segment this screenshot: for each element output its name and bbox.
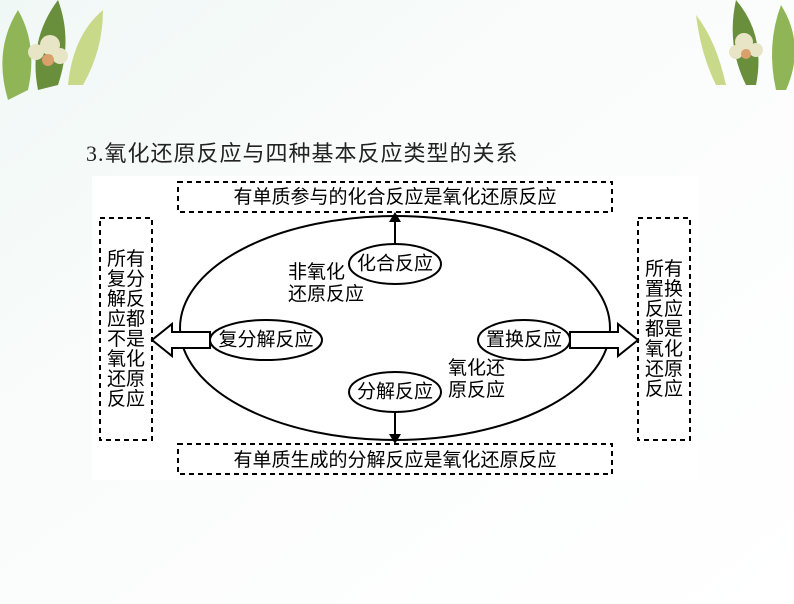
- box-right-text: 反应: [645, 298, 683, 320]
- box-left-text: 复分: [107, 268, 145, 290]
- slide: 3.氧化还原反应与四种基本反应类型的关系 有单质参与的化合反应是氧化还原反应 有…: [0, 0, 794, 604]
- section-title: 3.氧化还原反应与四种基本反应类型的关系: [86, 136, 519, 168]
- box-left-text: 所有: [107, 248, 145, 270]
- box-right-text: 氧化: [645, 338, 683, 360]
- box-bottom-text: 有单质生成的分解反应是氧化还原反应: [233, 449, 556, 471]
- arrow-right-hollow: [570, 324, 638, 356]
- inner-right-line2: 原反应: [448, 379, 505, 401]
- relations-diagram-svg: 有单质参与的化合反应是氧化还原反应 有单质生成的分解反应是氧化还原反应 所有复分…: [92, 176, 698, 480]
- inner-left-line1: 非氧化: [288, 261, 345, 283]
- box-right: 所有置换反应都是氧化还原反应: [638, 218, 690, 440]
- box-bottom: 有单质生成的分解反应是氧化还原反应: [178, 444, 612, 474]
- relations-diagram: 有单质参与的化合反应是氧化还原反应 有单质生成的分解反应是氧化还原反应 所有复分…: [92, 176, 698, 480]
- node-huahe: 化合反应: [349, 244, 441, 284]
- inner-left-line2: 还原反应: [288, 283, 364, 305]
- box-left-text: 解反: [107, 288, 145, 310]
- box-left-text: 反应: [107, 388, 145, 410]
- box-left: 所有复分解反应都不是氧化还原反应: [100, 218, 152, 440]
- box-left-text: 还原: [107, 368, 145, 390]
- plant-top-left-icon: [0, 0, 138, 110]
- box-left-text: 不是: [107, 329, 145, 350]
- box-right-text: 置换: [645, 278, 683, 300]
- node-huahe-label: 化合反应: [357, 252, 433, 274]
- inner-right-line1: 氧化还: [448, 357, 505, 379]
- box-top-text: 有单质参与的化合反应是氧化还原反应: [233, 186, 556, 208]
- box-left-text: 应都: [107, 308, 145, 330]
- node-fenjie-label: 分解反应: [357, 380, 433, 402]
- box-right-text: 所有: [645, 258, 683, 280]
- box-top: 有单质参与的化合反应是氧化还原反应: [178, 182, 612, 212]
- box-right-text: 都是: [645, 318, 683, 340]
- inner-label-right: 氧化还 原反应: [448, 357, 505, 401]
- box-right-text: 还原: [645, 358, 683, 380]
- box-right-text: 反应: [645, 378, 683, 400]
- box-left-text: 氧化: [107, 348, 145, 370]
- node-fufenjie: 复分解反应: [210, 320, 322, 360]
- node-fufenjie-label: 复分解反应: [218, 328, 313, 350]
- node-zhihuan-label: 置换反应: [486, 328, 562, 350]
- node-zhihuan: 置换反应: [478, 320, 570, 360]
- plant-top-right-icon: [696, 0, 794, 100]
- node-fenjie: 分解反应: [349, 372, 441, 412]
